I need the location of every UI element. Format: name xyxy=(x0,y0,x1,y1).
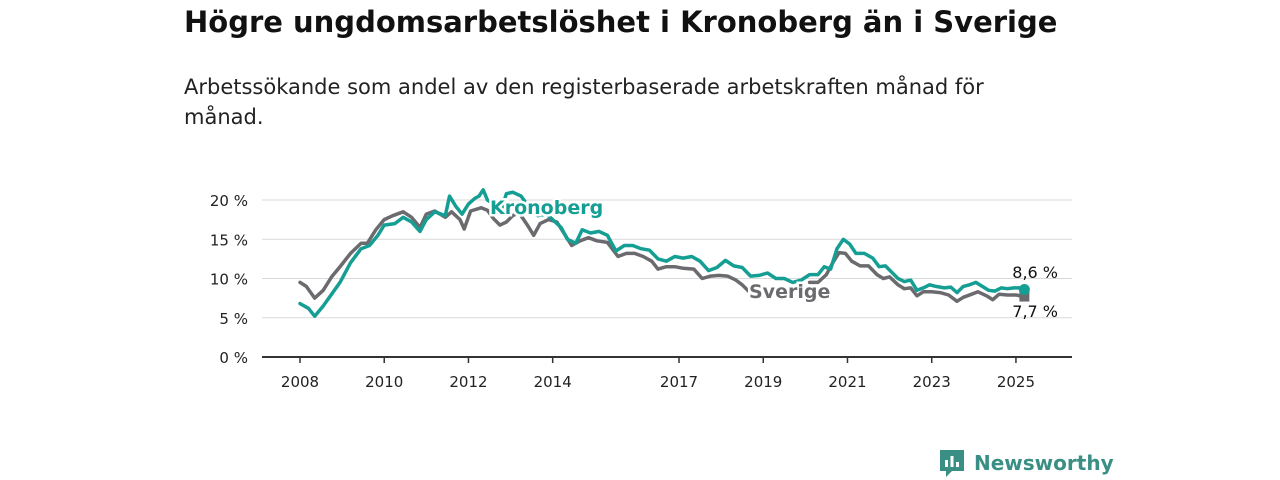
end-value-label-kronoberg: 8,6 % xyxy=(1012,263,1058,282)
series-line-kronoberg xyxy=(298,188,1027,318)
line-chart: 0 %5 %10 %15 %20 % 2008 2010 2012 2014 2017 2… xyxy=(210,188,1072,391)
x-axis-ticks: 2008 2010 2012 2014 2017 2019 2021 2023 2025 xyxy=(281,357,1035,391)
brand-name: Newsworthy xyxy=(974,451,1114,475)
series-label-sverige: Sverige xyxy=(749,281,830,303)
series-lines xyxy=(298,188,1030,318)
y-tick-label: 10 % xyxy=(210,271,248,289)
series-line-sverige xyxy=(807,250,1027,304)
end-marker-kronoberg xyxy=(1018,283,1030,295)
grid-lines xyxy=(262,199,1072,319)
x-tick-label: 2010 xyxy=(365,373,403,391)
x-tick-label: 2019 xyxy=(744,373,782,391)
x-tick-label: 2012 xyxy=(449,373,487,391)
chart-subtitle: Arbetssökande som andel av den registerb… xyxy=(184,75,984,129)
x-tick-label: 2021 xyxy=(828,373,866,391)
x-tick-label: 2023 xyxy=(913,373,951,391)
x-tick-label: 2008 xyxy=(281,373,319,391)
y-tick-label: 0 % xyxy=(219,349,248,367)
y-tick-label: 5 % xyxy=(219,310,248,328)
x-tick-label: 2014 xyxy=(534,373,572,391)
series-label-kronoberg: Kronoberg xyxy=(490,197,603,219)
x-tick-label: 2017 xyxy=(660,373,698,391)
series-line-sverige xyxy=(298,206,751,300)
y-tick-label: 20 % xyxy=(210,192,248,210)
y-tick-label: 15 % xyxy=(210,231,248,249)
end-marker-sverige xyxy=(1019,291,1030,302)
series-labels: Kronoberg Sverige 8,6 % 7,7 % xyxy=(488,195,1059,322)
newsworthy-logo: Newsworthy xyxy=(938,447,1114,479)
y-axis-tick-labels: 0 % 5 % 10 % 15 % 20 % xyxy=(210,192,248,367)
end-value-label-sverige: 7,7 % xyxy=(1012,302,1058,321)
x-tick-label: 2025 xyxy=(997,373,1035,391)
chart-title: Högre ungdomsarbetslöshet i Kronoberg än… xyxy=(184,5,1058,39)
newsworthy-bar-chart-icon xyxy=(940,450,964,477)
